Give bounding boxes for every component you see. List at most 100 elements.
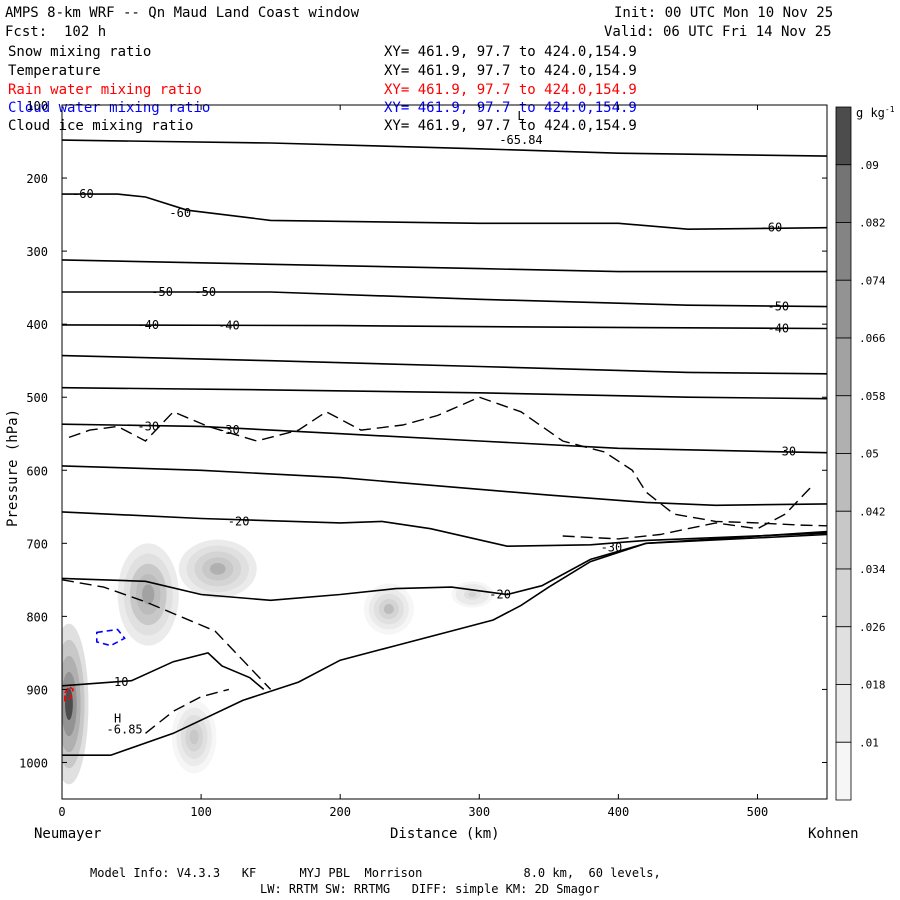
snow-shade-patch — [383, 603, 394, 615]
temperature-contour — [62, 291, 827, 308]
snow-shade-patch — [142, 584, 155, 605]
chart-title: AMPS 8-km WRF -- Qn Maud Land Coast wind… — [5, 5, 360, 21]
colorbar-swatch — [835, 626, 852, 685]
field-xy: XY= 461.9, 97.7 to 424.0,154.9 — [384, 100, 637, 116]
valid-time: Valid: 06 UTC Fri 14 Nov 25 — [604, 24, 832, 40]
colorbar-level-label: .018 — [859, 679, 886, 692]
colorbar-level-label: .01 — [859, 736, 879, 749]
cloud-water-contour — [96, 628, 126, 647]
colorbar-level-label: .074 — [859, 274, 886, 287]
contour-label: -30 — [218, 423, 240, 437]
contour-label: -6.85 — [107, 723, 143, 737]
footer-line-1: Model Info: V4.3.3 KF MYJ PBL Morrison 8… — [90, 866, 661, 880]
snow-shade-patch — [468, 591, 477, 598]
field-label: Snow mixing ratio — [8, 44, 152, 60]
contour-label: -60 — [72, 187, 94, 201]
contour-label: -40 — [767, 322, 789, 336]
init-time: Init: 00 UTC Mon 10 Nov 25 — [614, 5, 834, 21]
contour-label: -20 — [489, 587, 511, 601]
colorbar-level-label: .09 — [859, 159, 879, 172]
colorbar-swatch — [835, 684, 852, 743]
x-tick-label: 200 — [329, 805, 351, 819]
temperature-contour — [62, 511, 827, 548]
temperature-contour — [62, 259, 827, 273]
y-tick-label: 1000 — [19, 756, 48, 770]
temperature-contour — [62, 423, 827, 454]
colorbar-level-label: .026 — [859, 621, 886, 634]
temperature-contour — [62, 354, 827, 375]
snow-shade-patch — [209, 563, 226, 575]
cloud-ice-contour — [62, 579, 272, 690]
field-xy: XY= 461.9, 97.7 to 424.0,154.9 — [384, 82, 637, 98]
footer-line-2: LW: RRTM SW: RRTMG DIFF: simple KM: 2D S… — [260, 882, 600, 896]
field-label: Temperature — [8, 63, 101, 79]
temperature-contour — [62, 193, 827, 231]
contour-label: -20 — [228, 514, 250, 528]
field-label: Rain water mixing ratio — [8, 82, 202, 98]
colorbar-unit: g kg-1 — [856, 103, 895, 120]
temperature-contour — [62, 652, 265, 691]
field-xy: XY= 461.9, 97.7 to 424.0,154.9 — [384, 44, 637, 60]
colorbar-level-label: .034 — [859, 563, 886, 576]
colorbar-unit-exp: -1 — [884, 105, 895, 114]
y-tick-label: 600 — [26, 464, 48, 478]
terrain-line — [62, 530, 827, 757]
y-tick-label: 300 — [26, 245, 48, 259]
x-axis-label: Distance (km) — [390, 826, 500, 842]
contour-label: -60 — [169, 206, 191, 220]
x-start-label: Neumayer — [34, 826, 102, 842]
colorbar-swatch — [835, 453, 852, 512]
forecast-hour: Fcst: 102 h — [5, 24, 107, 40]
contour-label: -30 — [774, 444, 796, 458]
y-tick-label: 700 — [26, 537, 48, 551]
field-label: Cloud water mixing ratio — [8, 100, 211, 116]
temperature-contour — [62, 324, 827, 330]
temperature-contour — [62, 533, 827, 602]
colorbar-swatch — [835, 279, 852, 339]
colorbar-swatch — [835, 741, 852, 801]
plot-area: -65.84 -60 -60 -60 -50 -50 -50 -40 -40 -40 -30 -30 -… — [62, 109, 827, 785]
colorbar-swatch — [835, 568, 852, 628]
x-tick-label: 0 — [58, 805, 65, 819]
contour-label: -50 — [194, 285, 216, 299]
contour-label: -30 — [137, 419, 159, 433]
contour-label: -40 — [218, 319, 240, 333]
colorbar-swatch — [835, 510, 852, 570]
contour-label: -30 — [601, 541, 623, 555]
contour-label: H — [114, 712, 121, 726]
colorbar-unit-text: g kg — [856, 106, 885, 120]
x-tick-label: 500 — [747, 805, 769, 819]
cloud-ice-contour — [562, 484, 814, 540]
y-axis-label: Pressure (hPa) — [5, 408, 22, 528]
colorbar-swatch — [835, 106, 852, 166]
y-tick-label: 500 — [26, 391, 48, 405]
colorbar-swatch — [835, 395, 852, 454]
contour-label: -50 — [151, 285, 173, 299]
colorbar-level-label: .066 — [859, 332, 886, 345]
x-tick-label: 100 — [190, 805, 212, 819]
x-end-label: Kohnen — [808, 826, 859, 842]
colorbar-level-label: .05 — [859, 448, 879, 461]
field-label: Cloud ice mixing ratio — [8, 118, 194, 134]
snow-shade-patch — [65, 687, 73, 721]
y-tick-label: 400 — [26, 318, 48, 332]
y-tick-label: 100 — [26, 99, 48, 113]
colorbar-swatch — [835, 164, 852, 223]
rain-contour — [64, 685, 75, 702]
colorbar-level-label: .058 — [859, 390, 886, 403]
field-xy: XY= 461.9, 97.7 to 424.0,154.9 — [384, 63, 637, 79]
y-tick-label: 200 — [26, 172, 48, 186]
temperature-contour — [62, 386, 827, 400]
field-xy: XY= 461.9, 97.7 to 424.0,154.9 — [384, 118, 637, 134]
contour-label: -60 — [761, 221, 783, 235]
x-tick-label: 300 — [468, 805, 490, 819]
plot-frame — [61, 104, 828, 800]
contour-label: -50 — [767, 300, 789, 314]
colorbar-swatch — [835, 337, 852, 397]
temperature-contour — [62, 139, 827, 157]
snow-shade-patch — [189, 729, 199, 745]
contour-label: -65.84 — [499, 133, 542, 147]
colorbar-level-label: .042 — [859, 505, 886, 518]
contour-label: L — [517, 109, 524, 123]
